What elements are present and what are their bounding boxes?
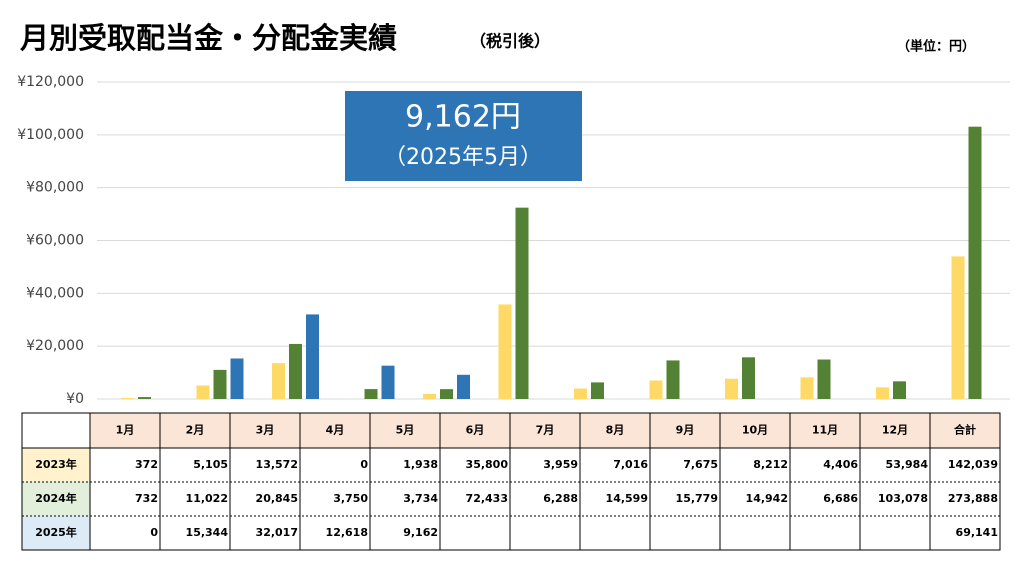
table-header: 2月 — [186, 424, 205, 437]
bar — [591, 382, 604, 399]
data-label: 3,734 — [403, 492, 438, 505]
y-tick-label: ¥100,000 — [17, 127, 84, 143]
bar — [893, 381, 906, 399]
bar — [800, 377, 814, 399]
data-label: 4,406 — [823, 458, 858, 471]
bar — [272, 363, 285, 399]
unit-note: （単位：円） — [897, 39, 975, 55]
bar — [817, 359, 831, 399]
data-label: 8,212 — [753, 458, 788, 471]
row-label-bg — [22, 516, 90, 550]
legend-label: 2025年 — [35, 525, 77, 539]
legend-label: 2023年 — [35, 457, 77, 471]
table-header: 10月 — [742, 424, 768, 437]
y-tick-label: ¥60,000 — [26, 233, 84, 249]
data-label: 7,675 — [683, 458, 718, 471]
data-label: 9,162 — [403, 526, 438, 539]
bar — [196, 385, 210, 399]
chart-subtitle: （税引後） — [470, 32, 550, 51]
table-header: 8月 — [606, 424, 625, 437]
total-label: 273,888 — [948, 492, 998, 505]
chart-title: 月別受取配当金・分配金実績 — [19, 21, 397, 55]
bar — [574, 388, 587, 399]
bar — [498, 304, 512, 399]
table-header-bg — [90, 413, 1000, 448]
annotation-box — [345, 91, 582, 181]
y-tick-label: ¥120,000 — [17, 74, 84, 90]
y-tick-label: ¥40,000 — [26, 285, 84, 301]
data-label: 6,686 — [823, 492, 858, 505]
data-label: 732 — [135, 492, 158, 505]
data-label: 0 — [150, 526, 158, 539]
data-label: 14,599 — [606, 492, 648, 505]
data-label: 5,105 — [193, 458, 228, 471]
data-label: 7,016 — [613, 458, 648, 471]
table-header: 9月 — [676, 424, 695, 437]
table-header: 7月 — [536, 424, 555, 437]
bar — [951, 256, 965, 399]
bar — [306, 314, 319, 399]
data-label: 103,078 — [878, 492, 928, 505]
row-label-bg — [22, 482, 90, 516]
annotation-text: （2025年5月） — [384, 145, 542, 170]
bar — [666, 360, 680, 399]
data-label: 20,845 — [256, 492, 298, 505]
table-header: 合計 — [954, 423, 976, 437]
data-label: 32,017 — [256, 526, 298, 539]
bar — [381, 365, 395, 399]
table-header: 3月 — [256, 424, 275, 437]
bar — [968, 126, 982, 400]
table-header: 6月 — [466, 424, 485, 437]
data-label: 14,942 — [746, 492, 788, 505]
bar — [230, 358, 244, 399]
data-label: 35,800 — [466, 458, 509, 471]
bar — [213, 369, 227, 399]
table-header: 11月 — [812, 424, 838, 437]
total-label: 69,141 — [956, 526, 998, 539]
bar — [515, 207, 529, 399]
table-header: 5月 — [396, 424, 415, 437]
data-label: 53,984 — [886, 458, 929, 471]
data-label: 6,288 — [543, 492, 578, 505]
data-label: 1,938 — [403, 458, 438, 471]
data-label: 3,959 — [543, 458, 578, 471]
bar — [725, 378, 738, 399]
data-label: 0 — [360, 458, 368, 471]
y-tick-label: ¥20,000 — [26, 338, 84, 354]
bar — [742, 357, 755, 399]
row-label-bg — [22, 448, 90, 482]
data-label: 15,344 — [186, 526, 229, 539]
bar — [649, 380, 663, 399]
y-tick-label: ¥80,000 — [26, 180, 84, 196]
table-header: 4月 — [326, 424, 345, 437]
data-label: 3,750 — [333, 492, 368, 505]
bar — [364, 389, 378, 399]
data-label: 372 — [135, 458, 158, 471]
annotation-text: 9,162円 — [405, 100, 521, 135]
data-label: 13,572 — [256, 458, 298, 471]
data-label: 72,433 — [466, 492, 508, 505]
bar — [440, 389, 453, 399]
legend-label: 2024年 — [35, 491, 77, 505]
data-label: 15,779 — [676, 492, 718, 505]
y-tick-label: ¥0 — [66, 391, 84, 407]
data-label: 12,618 — [326, 526, 368, 539]
bar — [289, 343, 302, 399]
table-header: 12月 — [882, 424, 908, 437]
bar — [121, 398, 134, 399]
data-label: 11,022 — [186, 492, 228, 505]
total-label: 142,039 — [948, 458, 998, 471]
bar — [876, 387, 889, 399]
bar — [423, 393, 436, 399]
table-header: 1月 — [116, 424, 135, 437]
bar — [457, 374, 470, 399]
bar — [138, 397, 151, 399]
